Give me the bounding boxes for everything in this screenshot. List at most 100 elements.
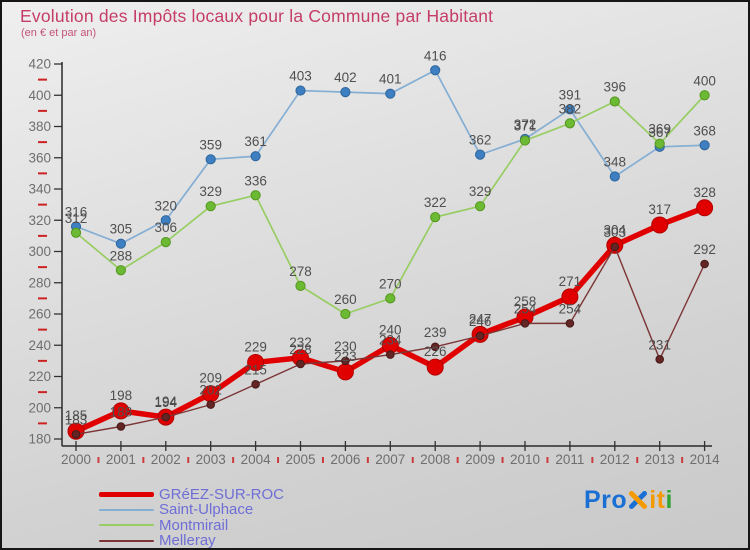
svg-text:246: 246 [469,314,492,329]
svg-text:247: 247 [469,311,492,326]
svg-text:340: 340 [28,182,51,197]
svg-text:380: 380 [28,119,51,134]
svg-text:2001: 2001 [106,452,136,467]
svg-text:416: 416 [424,48,447,63]
svg-text:260: 260 [28,307,51,322]
svg-text:329: 329 [469,184,492,199]
svg-text:316: 316 [65,205,88,220]
legend-label: Saint-Ulphace [159,501,254,519]
svg-text:400: 400 [28,88,51,103]
svg-text:180: 180 [28,432,51,447]
svg-text:359: 359 [199,137,222,152]
svg-text:2011: 2011 [555,452,584,467]
svg-text:402: 402 [334,70,357,85]
svg-text:229: 229 [244,339,267,354]
legend-label: Melleray [159,531,216,549]
svg-text:292: 292 [693,242,716,257]
svg-text:194: 194 [155,395,178,410]
svg-text:288: 288 [110,248,133,263]
svg-text:254: 254 [559,301,582,316]
svg-text:2014: 2014 [690,452,721,467]
svg-text:226: 226 [424,344,447,359]
svg-text:2009: 2009 [465,452,495,467]
svg-text:400: 400 [693,73,716,88]
svg-text:372: 372 [514,117,537,132]
series-3 [71,242,709,439]
svg-text:382: 382 [559,101,582,116]
svg-text:202: 202 [199,383,222,398]
svg-text:420: 420 [28,57,51,72]
svg-text:232: 232 [289,335,312,350]
page-subtitle: (en € et par an) [21,27,97,39]
svg-text:209: 209 [199,371,222,386]
svg-text:223: 223 [334,349,357,364]
svg-text:188: 188 [110,405,133,420]
svg-text:348: 348 [604,155,627,170]
svg-text:200: 200 [28,400,51,415]
series-0 [67,199,714,440]
svg-text:2007: 2007 [375,452,405,467]
legend-item-saint-ulphace: Saint-Ulphace [99,501,284,519]
svg-text:270: 270 [379,276,402,291]
svg-text:336: 336 [244,173,267,188]
svg-text:2003: 2003 [196,452,226,467]
svg-text:260: 260 [334,292,357,307]
svg-text:312: 312 [65,211,88,226]
legend-swatch-blue-line [99,508,154,511]
svg-text:254: 254 [514,301,537,316]
legend-label: Montmirail [159,516,229,534]
svg-text:2002: 2002 [151,452,181,467]
logo-text-segment: Pro [584,486,628,514]
svg-text:303: 303 [604,225,627,240]
svg-text:198: 198 [110,388,133,403]
svg-text:215: 215 [244,362,267,377]
svg-text:367: 367 [648,125,671,140]
svg-text:2006: 2006 [330,452,360,467]
svg-text:300: 300 [28,244,51,259]
svg-text:362: 362 [469,133,492,148]
svg-text:234: 234 [379,333,402,348]
svg-text:280: 280 [28,275,51,290]
svg-text:2005: 2005 [285,452,315,467]
svg-text:2010: 2010 [510,452,540,467]
svg-text:328: 328 [693,185,716,200]
svg-text:183: 183 [65,412,88,427]
svg-text:194: 194 [155,394,178,409]
svg-text:240: 240 [28,338,51,353]
svg-text:185: 185 [65,408,88,423]
svg-text:228: 228 [289,342,312,357]
svg-text:317: 317 [648,202,671,217]
page-title: Evolution des Impôts locaux pour la Comm… [20,6,494,26]
legend-swatch-red-line [99,492,154,498]
logo-text-segment: it [649,486,666,514]
svg-text:306: 306 [155,220,178,235]
svg-text:329: 329 [199,184,222,199]
svg-text:2000: 2000 [61,452,91,467]
svg-text:391: 391 [559,87,582,102]
svg-text:403: 403 [289,69,312,84]
svg-text:240: 240 [379,322,402,337]
series-2 [70,90,710,320]
chart-legend: GRéEZ-SUR-ROC Saint-Ulphace Montmirail M… [99,487,284,548]
proxiti-logo: Pro iti [584,486,673,515]
svg-text:305: 305 [110,222,133,237]
svg-text:361: 361 [244,134,267,149]
svg-text:230: 230 [334,339,357,354]
svg-text:271: 271 [559,274,582,289]
svg-text:278: 278 [289,264,312,279]
svg-text:2013: 2013 [645,452,675,467]
svg-text:2008: 2008 [420,452,450,467]
svg-text:239: 239 [424,325,447,340]
svg-text:220: 220 [28,369,51,384]
logo-text-segment: i [665,486,673,514]
legend-swatch-brown-line [99,539,154,542]
svg-text:322: 322 [424,195,447,210]
svg-text:401: 401 [379,72,402,87]
svg-text:258: 258 [514,294,537,309]
svg-text:369: 369 [648,122,671,137]
legend-item-melleray: Melleray [99,533,284,548]
svg-text:320: 320 [155,198,178,213]
legend-swatch-green-line [99,524,154,527]
